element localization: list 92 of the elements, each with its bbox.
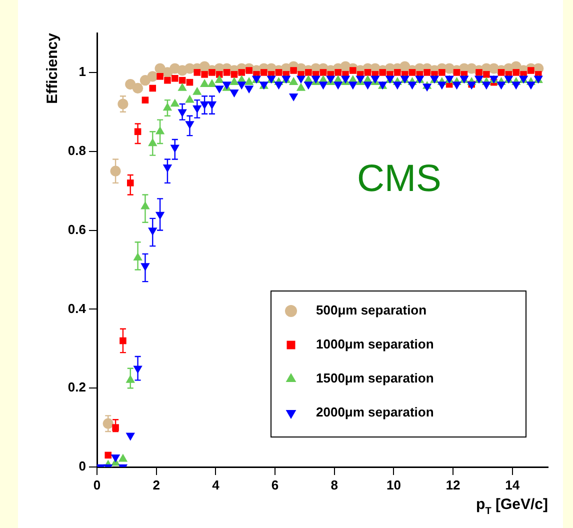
x-tick-label: 4 xyxy=(212,477,220,492)
point xyxy=(162,102,172,111)
point xyxy=(483,71,490,78)
y-tick-label: 0.6 xyxy=(68,222,86,237)
x-tick-label: 8 xyxy=(330,477,338,492)
x-tick-label: 10 xyxy=(386,477,401,492)
point xyxy=(134,128,142,136)
point xyxy=(207,101,217,110)
point xyxy=(118,98,128,110)
point xyxy=(334,69,342,76)
point xyxy=(364,69,372,76)
point xyxy=(164,76,171,84)
point xyxy=(288,77,298,85)
point xyxy=(230,71,238,78)
point xyxy=(118,454,128,462)
point xyxy=(142,96,149,104)
point xyxy=(437,82,447,90)
point xyxy=(126,374,135,383)
point xyxy=(156,73,164,80)
point xyxy=(392,82,402,90)
point xyxy=(102,418,114,429)
point xyxy=(363,82,372,90)
point xyxy=(296,76,306,84)
point xyxy=(192,86,202,95)
y-tick-label: 0.4 xyxy=(68,300,87,316)
point xyxy=(162,164,172,172)
point xyxy=(133,252,142,261)
point xyxy=(290,67,297,74)
point xyxy=(178,109,187,118)
x-tick-label: 6 xyxy=(271,477,279,492)
point xyxy=(149,84,156,92)
point xyxy=(192,105,202,114)
point xyxy=(104,452,112,459)
point xyxy=(230,90,239,98)
point xyxy=(171,74,178,82)
x-tick-label: 2 xyxy=(152,477,160,492)
point xyxy=(201,71,208,78)
annotation: CMS xyxy=(356,158,442,200)
point xyxy=(320,69,327,76)
point xyxy=(526,82,536,90)
y-tick-label: 0 xyxy=(78,458,86,474)
point xyxy=(155,126,165,134)
x-tick-label: 0 xyxy=(93,477,101,492)
point xyxy=(223,69,230,76)
y-axis-title: Efficiency xyxy=(44,32,62,104)
point xyxy=(348,82,358,90)
x-tick-label: 14 xyxy=(505,477,520,492)
point xyxy=(110,166,121,176)
point xyxy=(200,101,210,110)
point xyxy=(237,82,246,90)
point xyxy=(244,77,254,85)
point xyxy=(512,82,521,90)
legend-label: 2000μm separation xyxy=(316,404,434,420)
point xyxy=(496,82,506,90)
point xyxy=(170,98,180,107)
point xyxy=(422,84,432,92)
point xyxy=(178,76,186,84)
point xyxy=(230,77,239,85)
legend-label: 1500μm separation xyxy=(316,370,434,386)
y-tick-label: 0.2 xyxy=(68,380,86,395)
point xyxy=(147,71,158,82)
point xyxy=(140,201,150,210)
point xyxy=(178,82,187,91)
point xyxy=(424,69,430,76)
point xyxy=(112,424,119,431)
point xyxy=(482,82,492,90)
point xyxy=(120,337,126,344)
point xyxy=(214,75,224,83)
point xyxy=(408,82,417,90)
point xyxy=(512,69,520,76)
point xyxy=(304,82,313,90)
point xyxy=(238,69,246,76)
point xyxy=(394,69,401,76)
point xyxy=(194,69,201,76)
legend-label: 1000μm separation xyxy=(316,336,434,352)
point xyxy=(132,82,144,94)
point xyxy=(438,69,446,76)
point xyxy=(186,78,194,86)
point xyxy=(333,82,343,90)
y-tick-label: 1 xyxy=(78,64,86,80)
x-tick-label: 12 xyxy=(446,477,460,492)
point xyxy=(318,82,328,90)
point xyxy=(288,93,298,102)
point xyxy=(274,82,284,90)
legend-label: 500μm separation xyxy=(316,302,427,318)
point xyxy=(452,82,462,90)
point xyxy=(148,138,158,146)
point xyxy=(260,69,268,76)
point xyxy=(296,82,306,91)
point xyxy=(185,94,194,103)
point xyxy=(126,180,134,186)
y-tick-label: 0.8 xyxy=(68,142,86,158)
